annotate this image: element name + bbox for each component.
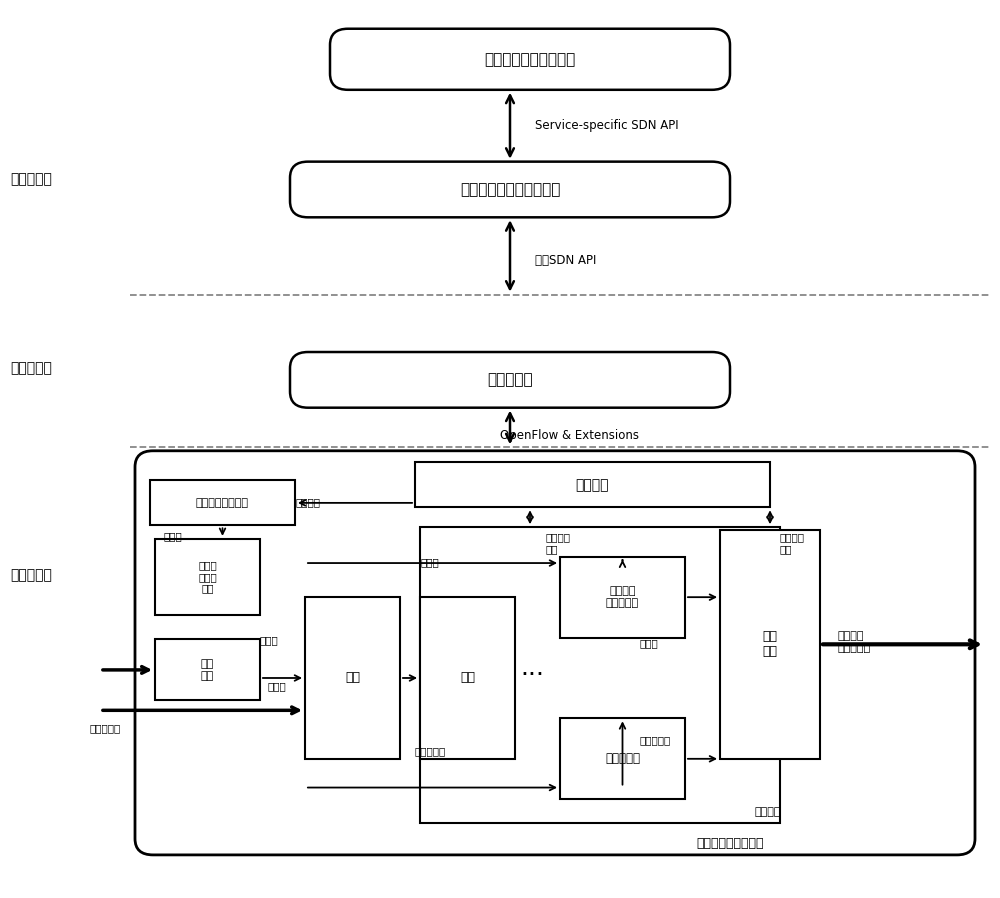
Text: 测量队
列管理
模块: 测量队 列管理 模块	[198, 560, 217, 594]
Text: ···: ···	[520, 664, 544, 687]
Text: 网络应用层: 网络应用层	[10, 172, 52, 187]
Text: 探测包: 探测包	[421, 558, 439, 568]
Text: 可编程的测量模块: 可编程的测量模块	[196, 497, 249, 508]
Text: 网络控制层: 网络控制层	[10, 361, 52, 375]
Text: 流表: 流表	[345, 672, 360, 684]
FancyBboxPatch shape	[135, 451, 975, 855]
Text: Service-specific SDN API: Service-specific SDN API	[535, 119, 679, 132]
Bar	[155, 639, 260, 700]
Text: 探测包: 探测包	[268, 682, 287, 691]
Text: 测量
队列: 测量 队列	[201, 659, 214, 681]
Text: 测量消息: 测量消息	[295, 497, 320, 507]
Text: 探测包: 探测包	[260, 635, 279, 645]
Text: 普通数据包: 普通数据包	[640, 735, 671, 745]
Text: 数据传输层: 数据传输层	[10, 568, 52, 582]
FancyBboxPatch shape	[330, 29, 730, 90]
Bar	[420, 527, 780, 823]
Bar	[155, 539, 260, 615]
Text: 控制通道: 控制通道	[576, 478, 609, 492]
Text: 操作配置
信息: 操作配置 信息	[780, 533, 805, 554]
Text: 网络控制器: 网络控制器	[487, 373, 533, 387]
Bar	[415, 462, 770, 507]
Bar	[420, 597, 515, 759]
Text: 探测包或
普通数据包: 探测包或 普通数据包	[838, 631, 871, 653]
Text: 探测包: 探测包	[640, 638, 659, 648]
Text: 普通数据包: 普通数据包	[90, 723, 121, 733]
Text: OpenFlow & Extensions: OpenFlow & Extensions	[500, 429, 639, 442]
Text: 普通操作库: 普通操作库	[605, 753, 640, 765]
Text: 数据通道: 数据通道	[755, 807, 781, 817]
Text: 可编程控制的交换机: 可编程控制的交换机	[696, 838, 764, 850]
Text: 可编程控制的测量组件: 可编程控制的测量组件	[484, 52, 576, 66]
Text: 支持测量组件的适配模块: 支持测量组件的适配模块	[460, 182, 560, 197]
Bar	[560, 718, 685, 799]
Text: 可编程的
测量操作库: 可编程的 测量操作库	[606, 586, 639, 608]
Bar	[560, 557, 685, 638]
Text: 探测包: 探测包	[163, 532, 182, 541]
Bar	[720, 530, 820, 759]
Text: 普通数据包: 普通数据包	[414, 746, 446, 756]
Text: 标准SDN API: 标准SDN API	[535, 254, 596, 267]
Text: 输出
队列: 输出 队列	[763, 630, 778, 658]
Bar	[150, 480, 295, 525]
FancyBboxPatch shape	[290, 352, 730, 408]
Text: 流表: 流表	[460, 672, 475, 684]
FancyBboxPatch shape	[290, 162, 730, 217]
Bar	[305, 597, 400, 759]
Text: 流表配置
信息: 流表配置 信息	[545, 533, 570, 554]
